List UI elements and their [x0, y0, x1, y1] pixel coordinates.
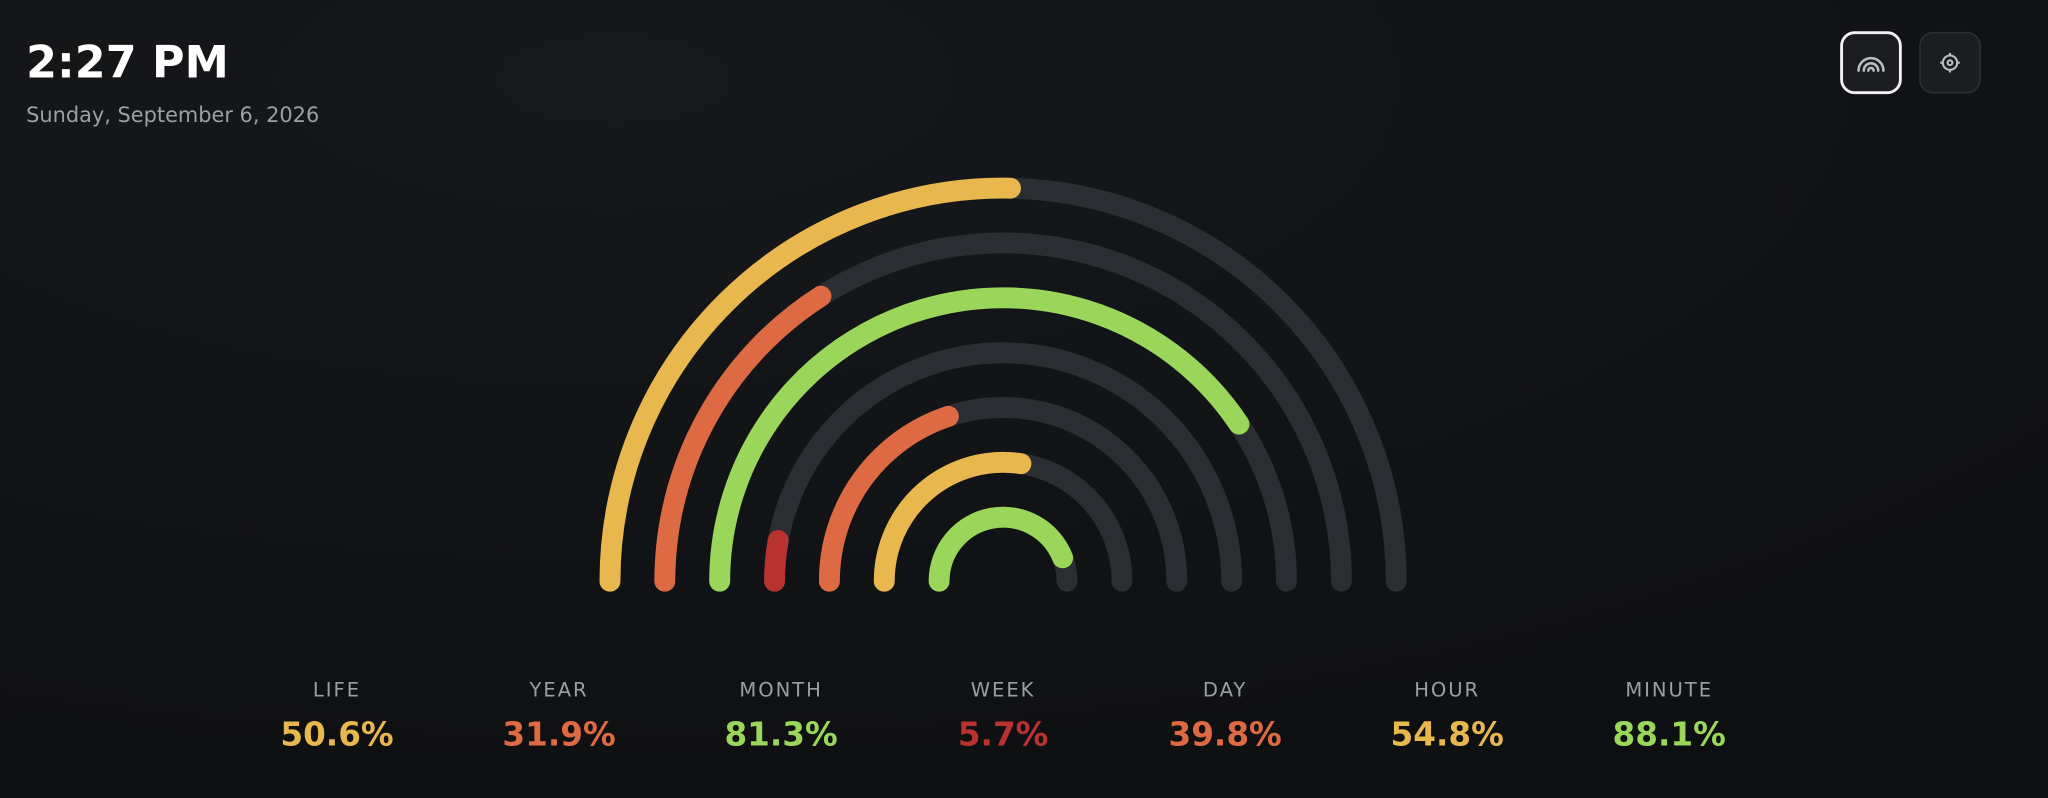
progress-arc [818, 405, 959, 592]
button-frame [1919, 31, 1981, 94]
progress-arc [928, 506, 1074, 592]
metric-value: 5.7% [958, 716, 1049, 754]
metric-value: 39.8% [1169, 716, 1282, 754]
settings-button[interactable] [1919, 31, 1981, 94]
metric-value: 88.1% [1613, 716, 1726, 754]
progress-arc [654, 285, 832, 592]
progress-arc [599, 177, 1021, 592]
date: Sunday, September 6, 2026 [26, 103, 319, 127]
metric-label: DAY [1203, 678, 1247, 701]
progress-arcs [599, 177, 1407, 592]
metric-label: MINUTE [1625, 678, 1713, 701]
arc-track [764, 342, 1243, 592]
progress-arc [764, 530, 789, 592]
metric-label: YEAR [528, 678, 588, 701]
time: 2:27 PM [26, 37, 229, 88]
progress-arc [873, 451, 1032, 592]
metric-value: 54.8% [1391, 716, 1504, 754]
metric-value: 50.6% [280, 716, 393, 754]
metric-label: WEEK [971, 678, 1036, 701]
gear-icon [1940, 52, 1960, 73]
metric-label: HOUR [1414, 678, 1480, 701]
metric-label: MONTH [739, 678, 822, 701]
rainbow-view-button[interactable] [1840, 31, 1902, 95]
metric-label: LIFE [313, 678, 361, 701]
rainbow-icon [1857, 56, 1885, 72]
metric-value: 81.3% [724, 716, 837, 754]
progress-arc [709, 287, 1250, 592]
metric-value: 31.9% [502, 716, 615, 754]
metrics-legend: LIFE 50.6% YEAR 31.9% MONTH 81.3% WEEK 5.7% DAY 3… [280, 678, 1725, 753]
